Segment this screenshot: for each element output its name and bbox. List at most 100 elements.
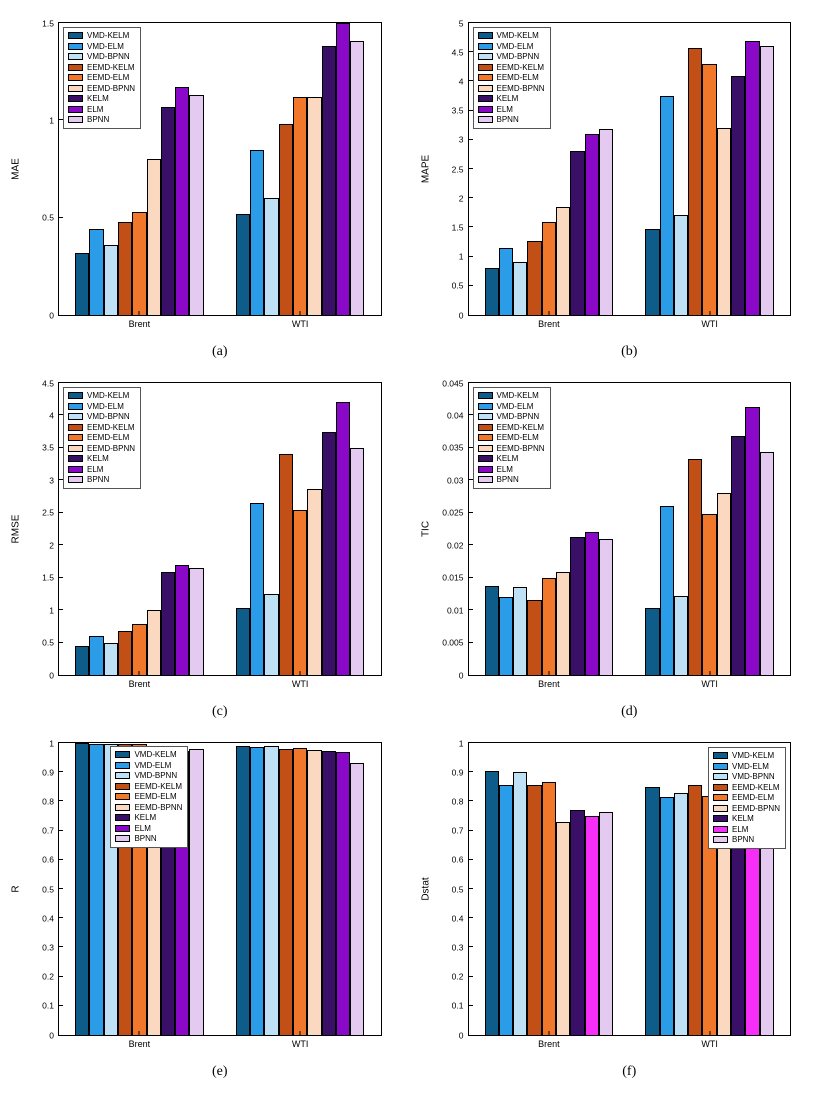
legend-label: EEMD-KELM	[134, 781, 182, 791]
legend-entry-elm: ELM	[68, 465, 135, 475]
y-tick-label: 4.5	[42, 377, 54, 388]
bar-kelm-wti	[321, 46, 336, 315]
y-tick-mark	[468, 168, 473, 169]
legend-entry-bpnn: BPNN	[712, 835, 780, 845]
y-tick-label: 0.5	[42, 637, 54, 648]
x-tick-label-wti: WTI	[701, 1039, 718, 1049]
x-tick-label-wti: WTI	[701, 319, 718, 329]
y-tick-label: 1.5	[42, 17, 54, 28]
legend-label: BPNN	[496, 115, 519, 124]
legend-entry-elm: ELM	[115, 824, 182, 834]
y-tick-label: 0.2	[451, 971, 464, 982]
y-tick-label: 1	[49, 115, 54, 126]
bar-elm-wti	[335, 23, 351, 315]
bar-elm-brent	[584, 133, 599, 315]
x-tick-mark	[299, 1031, 301, 1035]
bar-eemd-elm-brent	[541, 577, 556, 675]
plot-box-c: 0 0.5 1 1.5 2 2.5 3 3.5 4 4.5 Brent WTI VMD-KELM VMD-…	[42, 379, 382, 689]
y-tick-label: 0.9	[451, 766, 464, 777]
bar-eemd-bpnn-brent	[556, 572, 571, 675]
y-tick-label: 3.5	[42, 442, 54, 453]
y-tick-mark	[468, 975, 473, 977]
y-tick-label: 0	[458, 309, 464, 320]
legend-entry-bpnn: BPNN	[477, 115, 545, 125]
x-tick-label-brent: Brent	[128, 319, 151, 329]
legend-entry-eemd-bpnn: EEMD-BPNN	[477, 84, 545, 94]
legend-label: VMD-ELM	[87, 41, 124, 51]
bar-vmd-elm-brent	[89, 636, 104, 675]
y-tick-label: 0.3	[42, 942, 54, 953]
legend-e: VMD-KELM VMD-ELM VMD-BPNN EEMD-KELM EEMD-ELM…	[110, 746, 189, 848]
legend-entry-eemd-kelm: EEMD-KELM	[477, 62, 545, 73]
y-tick-mark	[468, 226, 473, 228]
y-tick-label: 0.5	[451, 280, 464, 291]
plot-area-a: 0 0.5 1 1.5 Brent WTI VMD-KELM VMD-ELM VMD-BPNN E…	[11, 19, 382, 329]
plot-box-d: 0 0.005 0.01 0.015 0.02 0.025 0.03 0.035 0.04 0.0…	[442, 379, 791, 689]
bar-elm-brent	[175, 87, 190, 315]
legend-label: VMD-ELM	[496, 401, 534, 411]
bar-vmd-bpnn-brent	[513, 587, 528, 675]
bar-vmd-bpnn-wti	[264, 593, 279, 675]
legend-label: EEMD-BPNN	[87, 443, 136, 453]
bar-eemd-kelm-brent	[117, 221, 133, 315]
bar-eemd-kelm-wti	[688, 47, 703, 315]
bar-vmd-kelm-wti	[235, 608, 251, 675]
y-tick-mark	[59, 511, 63, 513]
y-tick-label: 0	[49, 1029, 54, 1040]
legend-b: VMD-KELM VMD-ELM VMD-BPNN EEMD-KELM EEMD-ELM…	[472, 27, 551, 129]
legend-entry-elm: ELM	[712, 825, 780, 835]
legend-entry-vmd-bpnn: VMD-BPNN	[68, 412, 135, 422]
bar-eemd-bpnn-brent	[146, 610, 161, 675]
legend-swatch-eemd-bpnn	[68, 84, 83, 92]
bar-vmd-kelm-wti	[645, 228, 660, 315]
x-tick-mark	[548, 1031, 550, 1035]
legend-entry-bpnn: BPNN	[68, 475, 135, 485]
y-tick-mark	[59, 641, 63, 643]
y-tick-label: 0.005	[442, 637, 464, 648]
y-tick-mark	[468, 771, 473, 773]
y-tick-label: 1	[458, 251, 464, 262]
bar-elm-wti	[745, 40, 760, 315]
y-tick-mark	[59, 917, 63, 919]
y-tick-label: 4	[49, 410, 54, 421]
y-tick-label: 0.04	[446, 410, 464, 421]
legend-swatch-vmd-elm	[477, 402, 493, 410]
y-tick-label: 0.4	[42, 912, 54, 923]
bar-vmd-bpnn-wti	[264, 745, 279, 1035]
y-tick-mark	[59, 742, 63, 743]
bar-eemd-bpnn-wti	[716, 128, 732, 315]
bar-vmd-elm-wti	[659, 797, 674, 1035]
legend-d: VMD-KELM VMD-ELM VMD-BPNN EEMD-KELM EEMD-ELM…	[472, 387, 551, 489]
legend-swatch-elm	[712, 825, 728, 833]
legend-swatch-elm	[68, 105, 83, 113]
panel-caption-c: (c)	[211, 704, 228, 719]
bar-vmd-elm-brent	[498, 247, 514, 315]
bar-eemd-bpnn-wti	[307, 750, 322, 1035]
y-tick-label: 0.8	[42, 796, 54, 807]
y-tick-mark	[59, 576, 63, 578]
legend-entry-eemd-elm: EEMD-ELM	[712, 793, 780, 803]
y-tick-label: 0.025	[442, 507, 464, 518]
bar-bpnn-wti	[759, 46, 774, 315]
legend-label: EEMD-KELM	[496, 62, 545, 72]
legend-swatch-vmd-elm	[712, 762, 728, 770]
legend-entry-eemd-bpnn: EEMD-BPNN	[115, 803, 182, 813]
plot-box-a: 0 0.5 1 1.5 Brent WTI VMD-KELM VMD-ELM VMD-BPNN E…	[42, 19, 382, 329]
bar-vmd-bpnn-wti	[673, 792, 689, 1035]
y-tick-label: 0.6	[451, 854, 464, 865]
y-tick-mark	[468, 197, 473, 199]
y-tick-label: 0.1	[42, 1000, 54, 1011]
legend-label: EEMD-KELM	[87, 62, 135, 72]
y-tick-label: 0.7	[451, 825, 464, 836]
bar-bpnn-wti	[350, 447, 365, 675]
y-tick-mark	[468, 1004, 473, 1006]
legend-swatch-vmd-bpnn	[68, 53, 83, 61]
legend-swatch-elm	[477, 465, 493, 473]
panel-caption-e: (e)	[211, 1064, 228, 1079]
y-tick-label: 0.015	[442, 572, 464, 583]
y-tick-label: 0.1	[451, 1000, 464, 1011]
legend-entry-eemd-bpnn: EEMD-BPNN	[712, 804, 780, 814]
bar-eemd-kelm-wti	[688, 458, 703, 675]
x-tick-mark	[138, 1031, 140, 1035]
legend-label: ELM	[134, 823, 151, 833]
